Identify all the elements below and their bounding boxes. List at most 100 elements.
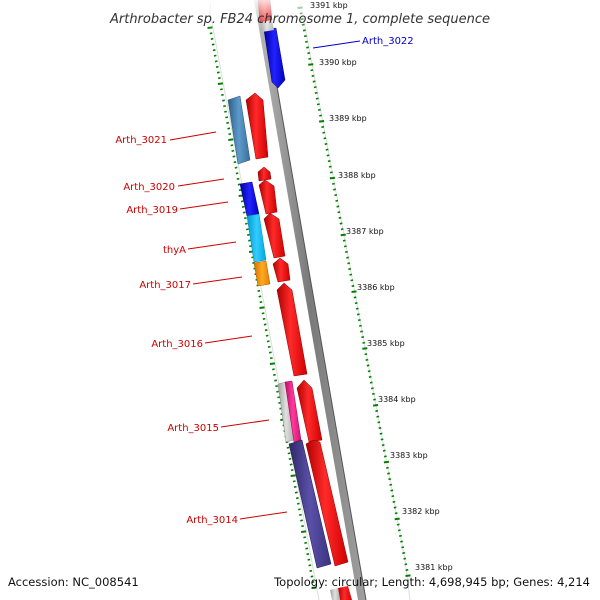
- tick-minor: [379, 432, 383, 435]
- tick-major: [362, 347, 368, 350]
- gene-label-arth-3019[interactable]: Arth_3019: [126, 205, 178, 216]
- feature-thya[interactable]: [246, 213, 267, 263]
- kbp-label: 3384 kbp: [378, 395, 416, 404]
- tick-minor: [230, 144, 234, 147]
- tick-minor: [210, 37, 214, 40]
- tick-minor: [222, 99, 225, 102]
- tick-minor: [301, 525, 304, 528]
- tick-minor: [308, 57, 312, 60]
- tick-minor: [386, 466, 389, 469]
- tick-minor: [396, 523, 400, 526]
- tick-minor: [307, 558, 311, 561]
- feature-red-7[interactable]: [296, 379, 323, 443]
- tick-major: [228, 138, 234, 141]
- tick-minor: [364, 353, 368, 356]
- tick-minor: [362, 341, 366, 344]
- gene-label-arth-3016[interactable]: Arth_3016: [151, 339, 203, 350]
- tick-minor: [382, 449, 386, 452]
- tick-minor: [307, 52, 311, 55]
- gene-label-thya[interactable]: thyA: [163, 245, 186, 256]
- feature-red-5[interactable]: [272, 257, 291, 283]
- feature-bottom-red[interactable]: [338, 586, 352, 600]
- gene-label-arth-3022[interactable]: Arth_3022: [362, 36, 414, 47]
- tick-minor: [332, 182, 335, 185]
- tick-minor: [375, 409, 379, 413]
- tick-major: [329, 176, 336, 180]
- tick-minor: [292, 480, 296, 483]
- gene-label-arth-3014[interactable]: Arth_3014: [186, 515, 238, 526]
- tick-minor: [314, 91, 318, 94]
- tick-minor: [346, 256, 349, 259]
- tick-minor: [378, 426, 382, 430]
- tick-minor: [333, 188, 336, 191]
- tick-minor: [289, 463, 293, 466]
- map-title: Arthrobacter sp. FB24 chromosome 1, comp…: [109, 12, 490, 27]
- tick-minor: [316, 103, 320, 106]
- leader-arth-3014: [239, 511, 288, 520]
- tick-minor: [295, 497, 299, 500]
- tick-major: [372, 404, 379, 407]
- tick-minor: [217, 77, 221, 80]
- tick-minor: [310, 575, 314, 578]
- tick-minor: [235, 172, 239, 175]
- tick-minor: [380, 438, 384, 441]
- feature-red-1[interactable]: [245, 92, 269, 160]
- tick-minor: [339, 222, 343, 225]
- accession-text: Accession: NC_008541: [8, 575, 139, 589]
- tick-minor: [337, 211, 341, 214]
- tick-minor: [227, 127, 231, 130]
- tick-minor: [355, 307, 359, 310]
- tick-minor: [373, 398, 376, 401]
- tick-minor: [321, 125, 325, 129]
- feature-arth-3017[interactable]: [253, 260, 271, 287]
- ruler-outline: [209, 0, 320, 600]
- tick-minor: [405, 568, 409, 572]
- tick-minor: [303, 536, 307, 539]
- tick-minor: [221, 93, 224, 96]
- tick-minor: [356, 313, 360, 316]
- tick-minor: [361, 336, 365, 339]
- tick-minor: [236, 177, 240, 180]
- kbp-label: 3391 kbp: [310, 1, 348, 10]
- gene-label-arth-3021[interactable]: Arth_3021: [115, 135, 167, 146]
- tick-minor: [231, 149, 235, 152]
- kbp-label: 3387 kbp: [346, 227, 384, 236]
- feature-bottom-silver[interactable]: [330, 588, 340, 600]
- kbp-label: 3390 kbp: [319, 58, 357, 67]
- tick-minor: [300, 519, 303, 522]
- feature-red-4[interactable]: [263, 212, 286, 259]
- gene-label-arth-3020[interactable]: Arth_3020: [123, 182, 175, 193]
- feature-red-3[interactable]: [258, 179, 278, 215]
- tick-minor: [261, 312, 265, 315]
- leader-arth-3020: [177, 178, 225, 187]
- tick-minor: [349, 273, 353, 276]
- tick-minor: [400, 540, 403, 543]
- tick-major: [340, 233, 346, 237]
- feature-red-8[interactable]: [305, 439, 349, 567]
- tick-minor: [220, 88, 223, 91]
- feature-arth-3014[interactable]: [288, 439, 332, 569]
- feature-arth-3021[interactable]: [227, 95, 251, 165]
- tick-minor: [322, 131, 326, 134]
- tick-major: [269, 362, 276, 365]
- feature-red-2[interactable]: [257, 166, 272, 182]
- gene-label-arth-3015[interactable]: Arth_3015: [167, 423, 219, 434]
- tick-minor: [228, 133, 232, 136]
- tick-minor: [305, 40, 308, 43]
- tick-minor: [392, 500, 396, 503]
- kbp-label: 3389 kbp: [329, 114, 367, 123]
- tick-minor: [246, 228, 249, 231]
- tick-minor: [368, 375, 372, 378]
- feature-red-6[interactable]: [276, 282, 308, 377]
- gene-label-arth-3017[interactable]: Arth_3017: [139, 280, 191, 291]
- tick-minor: [345, 250, 348, 253]
- tick-major: [311, 586, 317, 589]
- leader-arth-3019: [179, 201, 229, 210]
- tick-minor: [293, 485, 297, 488]
- tick-minor: [288, 457, 292, 460]
- tick-minor: [234, 166, 238, 169]
- tick-major: [290, 474, 296, 477]
- tick-minor: [276, 390, 280, 393]
- feature-arth-3015[interactable]: [284, 380, 302, 443]
- feature-arth-3019[interactable]: [239, 181, 260, 217]
